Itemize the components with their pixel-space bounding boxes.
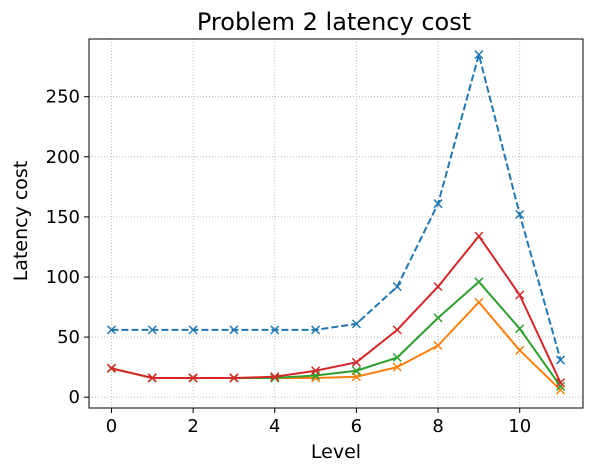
data-point: [229, 373, 239, 383]
data-point: [311, 325, 321, 335]
marker-stroke: [392, 352, 402, 363]
marker-stroke: [556, 381, 566, 391]
data-point: [392, 325, 402, 335]
marker-stroke: [556, 355, 566, 365]
marker-stroke: [474, 277, 484, 287]
marker-stroke: [270, 372, 280, 382]
x-tick-label: 8: [432, 416, 443, 437]
data-point: [106, 325, 116, 335]
x-tick-label: 6: [351, 416, 362, 437]
y-tick-label: 150: [46, 207, 80, 228]
data-series: [106, 50, 566, 395]
data-point: [474, 50, 484, 60]
marker-stroke: [106, 363, 116, 373]
data-point: [188, 373, 198, 383]
series-line-3: [111, 280, 562, 387]
series-line-2: [111, 301, 562, 391]
data-point: [433, 340, 443, 351]
x-tick-label: 0: [106, 416, 117, 437]
data-point: [515, 345, 525, 355]
data-point: [147, 373, 157, 383]
series-line-4: [111, 235, 562, 384]
x-axis: 0 2 4 6 8 10: [106, 408, 531, 437]
data-point: [474, 277, 484, 287]
data-point: [311, 366, 321, 376]
marker-stroke: [229, 373, 239, 383]
marker-stroke: [270, 325, 280, 335]
plot-frame: [88, 38, 584, 409]
series-line-1: [111, 53, 562, 361]
marker-stroke: [351, 366, 361, 376]
marker-stroke: [147, 373, 157, 383]
data-point: [556, 355, 566, 365]
marker-stroke: [188, 373, 198, 383]
data-point: [556, 378, 566, 388]
y-tick-label: 200: [46, 147, 80, 168]
marker-stroke: [474, 231, 484, 241]
marker-stroke: [433, 340, 443, 351]
x-tick-label: 2: [187, 416, 198, 437]
y-axis: 0 50 100 150 200 250: [46, 87, 89, 408]
data-point: [351, 319, 361, 329]
marker-stroke: [392, 325, 402, 335]
data-point: [351, 357, 361, 367]
chart-title: Problem 2 latency cost: [197, 8, 471, 36]
marker-stroke: [556, 385, 566, 395]
grid-lines: [89, 39, 583, 408]
data-point: [556, 381, 566, 391]
marker-stroke: [515, 345, 525, 355]
data-point: [270, 373, 280, 383]
x-tick-label: 10: [508, 416, 531, 437]
marker-stroke: [392, 362, 402, 372]
y-tick-label: 100: [46, 267, 80, 288]
marker-stroke: [474, 297, 484, 307]
x-axis-label: Level: [311, 441, 361, 463]
marker-stroke: [474, 50, 484, 60]
y-tick-label: 50: [57, 327, 80, 348]
marker-stroke: [392, 282, 402, 292]
marker-stroke: [515, 324, 525, 334]
data-point: [392, 362, 402, 372]
data-point: [188, 325, 198, 335]
data-point: [474, 231, 484, 241]
marker-stroke: [106, 325, 116, 335]
data-point: [229, 325, 239, 335]
marker-stroke: [433, 282, 443, 292]
plot-border: [88, 38, 584, 409]
data-point: [433, 282, 443, 292]
marker-stroke: [351, 319, 361, 329]
data-point: [556, 385, 566, 395]
marker-stroke: [515, 290, 525, 300]
data-point: [515, 209, 525, 220]
data-point: [270, 372, 280, 382]
marker-stroke: [229, 325, 239, 335]
y-axis-label: Latency cost: [10, 161, 32, 282]
data-point: [351, 366, 361, 376]
marker-stroke: [311, 366, 321, 376]
marker-stroke: [433, 199, 443, 209]
marker-stroke: [311, 325, 321, 335]
marker-stroke: [270, 373, 280, 383]
data-point: [147, 325, 157, 335]
data-point: [474, 297, 484, 307]
data-point: [515, 290, 525, 300]
data-point: [433, 313, 443, 323]
data-point: [515, 324, 525, 334]
data-point: [392, 352, 402, 363]
marker-stroke: [147, 325, 157, 335]
data-point: [433, 199, 443, 209]
data-point: [106, 363, 116, 373]
y-tick-label: 250: [46, 87, 80, 108]
marker-stroke: [351, 357, 361, 367]
y-tick-label: 0: [69, 387, 80, 408]
data-point: [392, 282, 402, 292]
data-point: [270, 325, 280, 335]
marker-stroke: [556, 378, 566, 388]
marker-stroke: [433, 313, 443, 323]
x-tick-label: 4: [269, 416, 280, 437]
marker-stroke: [188, 325, 198, 335]
marker-stroke: [515, 209, 525, 220]
